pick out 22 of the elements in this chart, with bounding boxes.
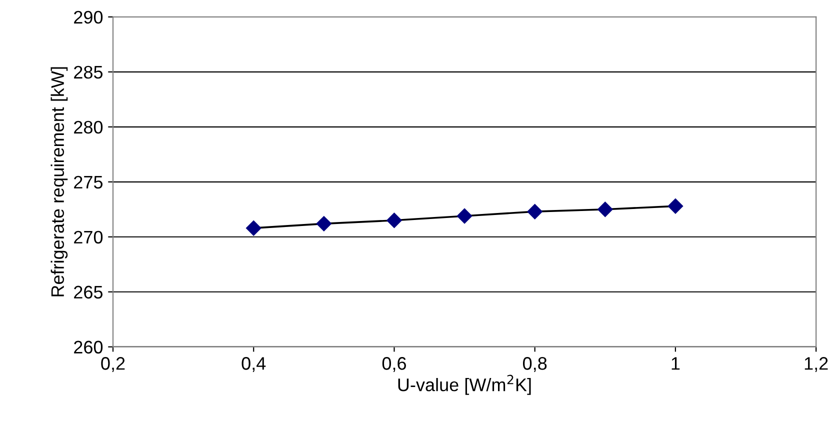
x-tick-label: 0,4: [242, 357, 266, 372]
point: [386, 212, 402, 228]
point: [456, 208, 472, 224]
x-tick-label: 0,6: [382, 357, 406, 372]
x-tick-label: 0,8: [523, 357, 547, 372]
y-tick-label: 270: [74, 230, 103, 244]
point: [316, 216, 332, 232]
y-tick-label: 260: [74, 340, 103, 354]
y-tick-label: 285: [74, 66, 103, 79]
y-tick-label: 280: [74, 120, 103, 134]
x-axis-title: U-value [W/m$^{2}$K]: [398, 374, 531, 395]
y-tick-label: 275: [74, 176, 103, 189]
x-tick-label: 0,2: [101, 357, 125, 372]
y-tick-label: 290: [74, 10, 103, 24]
point: [527, 204, 542, 220]
point: [246, 220, 262, 236]
y-axis-title: Refrigerate requirement [kW]: [50, 67, 68, 296]
x-tick-label: 1,2: [804, 357, 828, 372]
x-tick-label: 1: [672, 357, 680, 370]
y-tick-label: 265: [74, 286, 103, 299]
point: [598, 202, 613, 217]
point: [668, 198, 684, 214]
